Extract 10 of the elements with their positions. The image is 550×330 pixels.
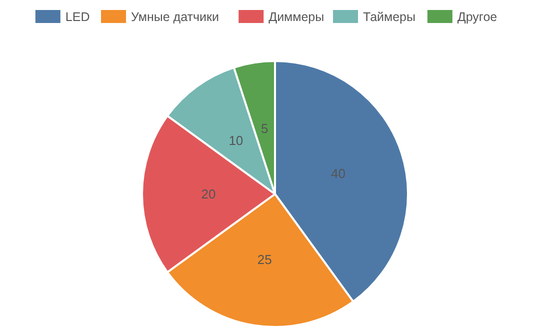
legend-label: Умные датчики: [131, 10, 219, 24]
data-label: 5: [260, 120, 268, 136]
legend-label: LED: [65, 10, 90, 24]
data-label: 40: [331, 166, 346, 181]
legend-label: Диммеры: [268, 10, 324, 24]
legend-label: Таймеры: [363, 10, 416, 24]
data-label: 20: [201, 186, 216, 202]
data-label: 25: [257, 252, 272, 268]
legend-label: Другое: [457, 10, 498, 24]
data-label: 10: [228, 132, 244, 148]
